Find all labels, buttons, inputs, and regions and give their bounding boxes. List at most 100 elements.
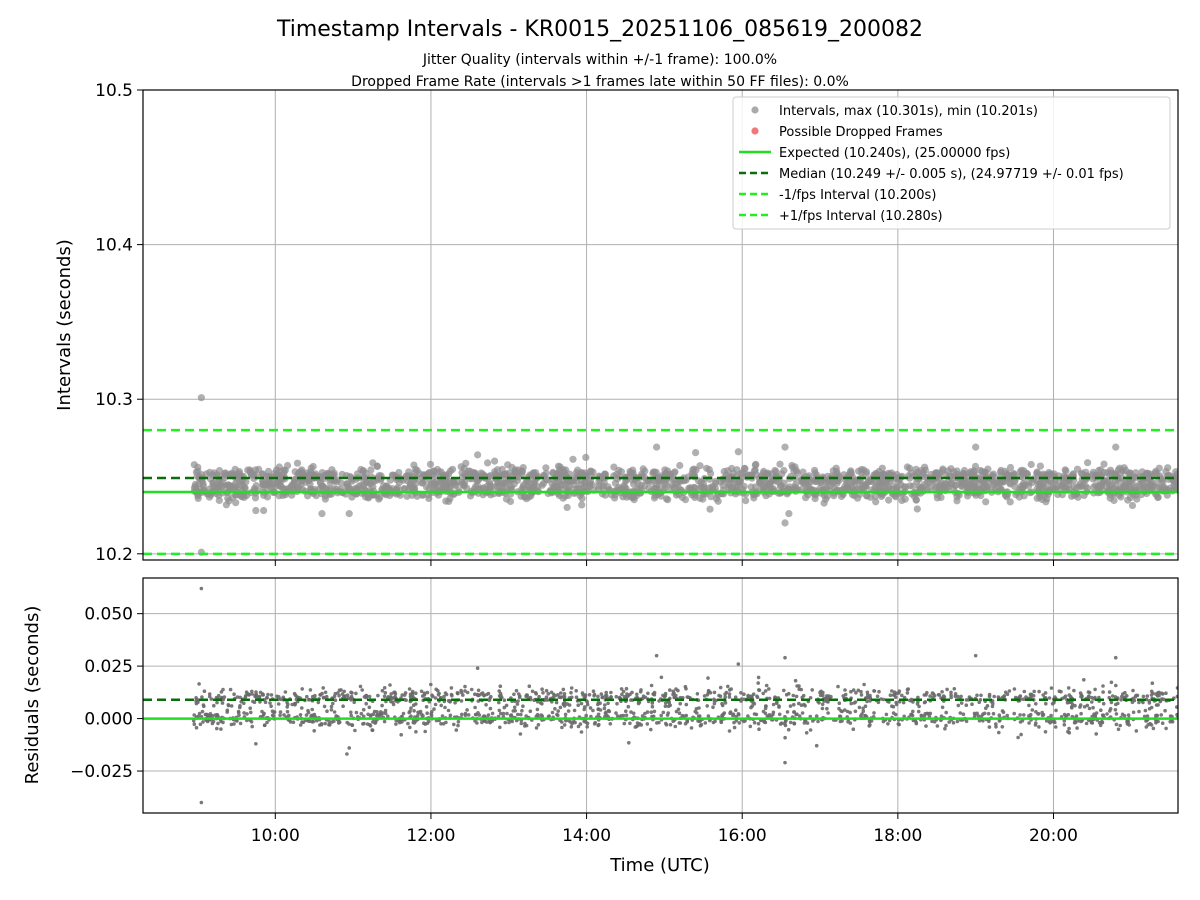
residuals-point [222,695,227,699]
residuals-point [1067,693,1072,697]
residuals-point [1097,695,1101,700]
residuals-point [731,713,735,718]
residuals-point [737,721,742,725]
residuals-point [1147,707,1152,711]
residuals-point [1029,692,1034,697]
residuals-point [257,694,262,699]
residuals-point [323,690,328,695]
residuals-point [615,701,619,706]
residuals-point [1062,723,1067,727]
residuals-point [800,711,805,715]
residuals-point [727,695,732,699]
residuals-point [631,711,636,716]
residuals-point [609,690,613,695]
residuals-point [473,705,477,710]
residuals-point [341,704,345,708]
residuals-point [695,692,700,696]
intervals-point [462,459,470,467]
residuals-point [621,689,626,694]
intervals-point [742,497,750,505]
residuals-point [863,704,868,708]
residuals-point [482,714,486,718]
residuals-point [333,698,338,702]
residuals-point [886,722,890,726]
residuals-outlier-1 [199,800,204,805]
residuals-point [566,709,571,713]
residuals-point [515,702,520,706]
residuals-point [620,692,624,697]
residuals-point [624,686,629,691]
residuals-point [695,711,699,715]
residuals-point [1114,712,1119,716]
intervals-point [221,469,230,477]
intervals-point [494,478,502,486]
residuals-point [814,714,819,718]
residuals-point [559,695,563,699]
intervals-point [1006,498,1014,506]
residuals-point [944,710,948,715]
residuals-point [243,695,248,699]
intervals-point [504,461,512,469]
residuals-point [1118,723,1122,728]
intervals-point [582,453,590,461]
residuals-point [764,683,769,688]
residuals-point [499,711,503,716]
residuals-point [763,689,768,693]
residuals-point [1156,703,1160,707]
legend-label-2: Expected (10.240s), (25.00000 fps) [779,146,1010,161]
residuals-point [1053,725,1058,729]
residuals-point [1141,694,1146,699]
residuals-point [339,688,343,692]
intervals-point [671,480,680,488]
residuals-point [1137,709,1141,714]
residuals-point [1018,694,1023,698]
residuals-point [949,695,953,700]
residuals-point [767,713,772,717]
residuals-point [859,693,864,697]
residuals-point [1131,688,1135,693]
residuals-point [614,711,618,715]
residuals-point [630,690,634,695]
intervals-point [293,459,302,467]
residuals-point [327,722,331,727]
residuals-point [419,689,424,694]
residuals-point [820,702,825,707]
residuals-point [650,704,655,709]
residuals-point [816,719,820,724]
intervals-point [559,494,567,502]
intervals-point [194,494,202,502]
residuals-point [414,730,418,734]
residuals-point [208,714,213,718]
residuals-point [461,693,465,697]
residuals-point [466,713,471,717]
intervals-point [730,479,738,487]
residuals-point [1144,719,1148,723]
intervals-point [790,467,798,475]
residuals-point [400,714,404,719]
residuals-point [794,712,798,717]
intervals-point [1025,482,1033,490]
residuals-point [977,700,981,704]
residuals-point [382,719,387,724]
residuals-point [976,714,981,718]
residuals-point [802,721,807,725]
residuals-point [684,702,689,707]
intervals-point [1107,469,1115,477]
intervals-point [406,480,414,488]
residuals-point [444,692,449,697]
residuals-point [361,714,366,719]
intervals-point [953,493,961,501]
residuals-point [463,713,468,717]
residuals-point [371,712,376,716]
residuals-point [332,694,337,699]
intervals-outlier-10 [781,519,789,527]
residuals-point [238,695,242,700]
intervals-outlier-12 [1112,443,1120,451]
residuals-point [588,706,593,710]
residuals-point [756,721,761,726]
intervals-point [578,501,586,509]
residuals-point [202,689,207,693]
residuals-point [318,693,322,697]
residuals-point [940,705,945,710]
residuals-point [925,690,929,695]
